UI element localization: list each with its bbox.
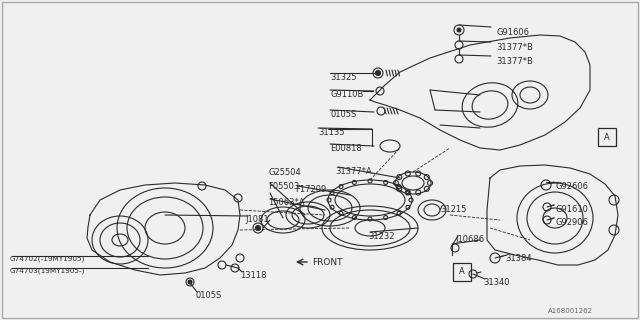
Text: 13118: 13118	[240, 271, 266, 280]
Text: 31232: 31232	[368, 232, 394, 241]
Text: A: A	[604, 132, 610, 141]
Text: 31135: 31135	[318, 128, 344, 137]
Circle shape	[376, 70, 381, 76]
Text: J10686: J10686	[455, 235, 484, 244]
Text: G91610: G91610	[556, 205, 589, 214]
Text: FRONT: FRONT	[312, 258, 342, 267]
Text: 0105S: 0105S	[330, 110, 356, 119]
Text: G9110B: G9110B	[330, 90, 364, 99]
Text: G91606: G91606	[496, 28, 529, 37]
Text: F17209: F17209	[295, 185, 326, 194]
Text: F05503: F05503	[268, 182, 300, 191]
Text: J1081: J1081	[245, 215, 269, 224]
Text: G92606: G92606	[556, 182, 589, 191]
Text: 31325: 31325	[330, 73, 356, 82]
Text: 0105S: 0105S	[195, 291, 221, 300]
Text: G74703(19MY1905-): G74703(19MY1905-)	[10, 268, 85, 275]
Circle shape	[457, 28, 461, 32]
Bar	[598, 128, 616, 146]
Text: G25504: G25504	[268, 168, 301, 177]
Text: 31377*B: 31377*B	[496, 43, 533, 52]
Text: 15063*A: 15063*A	[268, 198, 305, 207]
Text: G74702(-19MY1905): G74702(-19MY1905)	[10, 256, 85, 262]
Text: A168001262: A168001262	[548, 308, 593, 314]
Text: G92906: G92906	[556, 218, 589, 227]
Text: E00818: E00818	[330, 144, 362, 153]
Text: 31215: 31215	[440, 205, 467, 214]
Circle shape	[255, 226, 260, 230]
Text: 31340: 31340	[483, 278, 509, 287]
Text: 31384: 31384	[505, 254, 532, 263]
Text: A: A	[459, 268, 465, 276]
Circle shape	[188, 280, 192, 284]
Bar	[453, 263, 471, 281]
Text: 31377*A: 31377*A	[335, 167, 372, 176]
Text: 31377*B: 31377*B	[496, 57, 533, 66]
